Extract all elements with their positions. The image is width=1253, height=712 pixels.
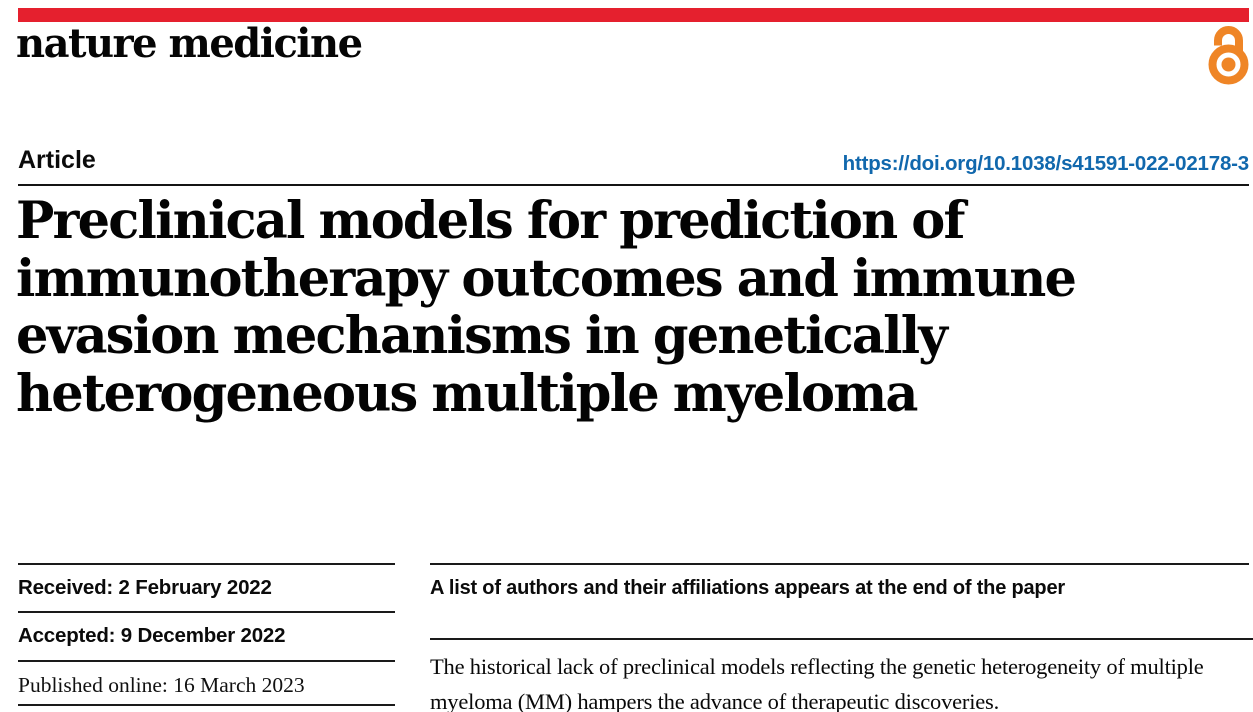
published-online-date: Published online: 16 March 2023 [18,660,395,704]
doi-link[interactable]: https://doi.org/10.1038/s41591-022-02178… [842,152,1250,175]
abstract-text: The historical lack of preclinical model… [430,638,1253,712]
publication-history-panel: Received: 2 February 2022 Accepted: 9 De… [18,563,395,706]
article-title-line: heterogeneous multiple myeloma [16,363,918,424]
received-date: Received: 2 February 2022 [18,563,395,611]
article-title: Preclinical models for prediction of imm… [16,191,1216,424]
article-title-line: Preclinical models for prediction of [16,191,965,251]
abstract-panel: A list of authors and their affiliations… [430,563,1253,712]
open-access-icon [1208,26,1249,85]
author-list-note: A list of authors and their affiliations… [430,563,1249,638]
accepted-date: Accepted: 9 December 2022 [18,611,395,660]
masthead-accent-bar [18,8,1249,22]
journal-wordmark: nature medicine [16,20,363,67]
article-title-line: evasion mechanisms in genetically [16,306,948,366]
header-divider [18,184,1249,186]
article-type-label: Article [18,146,96,174]
article-title-line: immunotherapy outcomes and immune [16,248,1077,309]
